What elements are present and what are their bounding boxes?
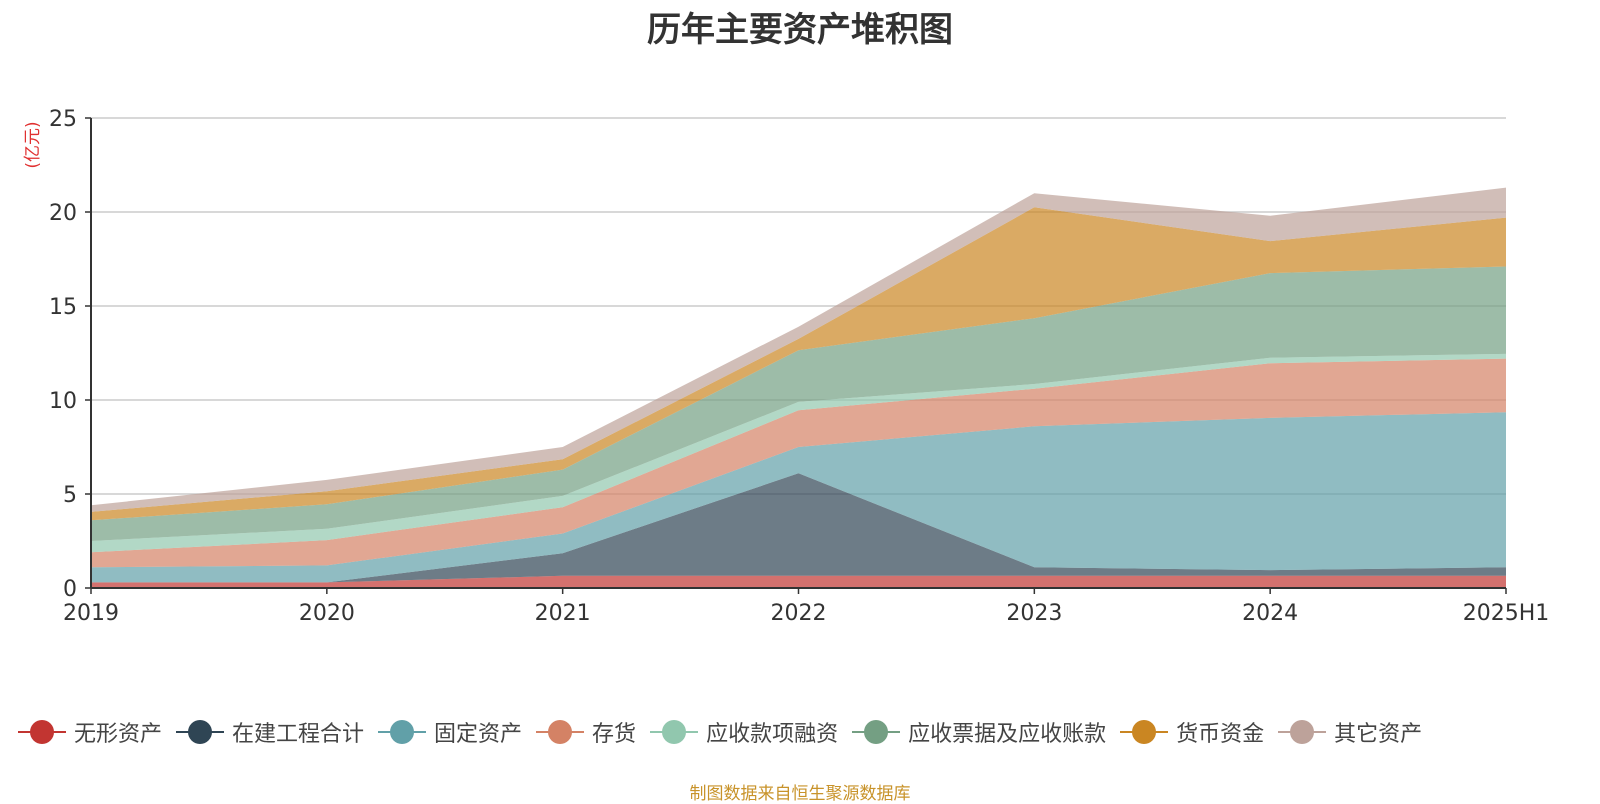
- legend-item[interactable]: 货币资金: [1120, 716, 1264, 748]
- legend-item[interactable]: 在建工程合计: [176, 716, 364, 748]
- y-tick-label: 25: [49, 107, 77, 132]
- x-tick-label: 2024: [1242, 601, 1298, 626]
- x-tick-label: 2019: [63, 601, 119, 626]
- legend-label: 固定资产: [434, 722, 523, 747]
- legend-item[interactable]: 其它资产: [1278, 716, 1422, 748]
- x-tick-label: 2023: [1006, 601, 1062, 626]
- legend-marker-icon: [1278, 720, 1327, 744]
- legend-label: 货币资金: [1176, 722, 1265, 747]
- y-tick-label: 20: [49, 201, 77, 226]
- legend-label: 应收票据及应收账款: [908, 722, 1107, 747]
- y-tick-label: 0: [63, 577, 77, 602]
- legend-marker-icon: [536, 720, 585, 744]
- legend-marker-icon: [18, 720, 66, 744]
- area-series-5: [91, 266, 1506, 541]
- legend-item[interactable]: 存货: [536, 716, 636, 748]
- y-tick-label: 15: [49, 295, 77, 320]
- axes: 0 5 10 15 20 25 2019 2020 2021 2022 2023 2024 2025H1: [49, 107, 1549, 626]
- legend-marker-icon: [176, 720, 225, 744]
- area-series-7: [91, 187, 1506, 512]
- x-tick-label: 2022: [771, 601, 827, 626]
- legend-marker-icon: [852, 720, 901, 744]
- y-tick-label: 10: [49, 389, 77, 414]
- y-axis-label: (亿元): [23, 121, 43, 168]
- legend: 无形资产 在建工程合计 固定资产 存货 应收款项融资 应收票据及应收账款 货币资金 其它资产: [18, 716, 1436, 748]
- x-tick-label: 2025H1: [1463, 601, 1550, 626]
- legend-item[interactable]: 固定资产: [378, 716, 522, 748]
- area-series-0: [91, 575, 1506, 588]
- legend-item[interactable]: 无形资产: [18, 716, 162, 748]
- legend-marker-icon: [1120, 720, 1169, 744]
- legend-label: 无形资产: [74, 722, 163, 747]
- x-tick-label: 2021: [535, 601, 591, 626]
- legend-marker-icon: [378, 720, 427, 744]
- legend-item[interactable]: 应收款项融资: [650, 716, 838, 748]
- area-series-2: [91, 412, 1506, 583]
- chart-title: 历年主要资产堆积图: [647, 10, 953, 50]
- y-tick-label: 5: [63, 483, 77, 508]
- legend-marker-icon: [650, 720, 699, 744]
- legend-label: 应收款项融资: [706, 722, 839, 747]
- data-source-note: 制图数据来自恒生聚源数据库: [689, 784, 911, 804]
- x-tick-label: 2020: [299, 601, 355, 626]
- area-series-6: [91, 207, 1506, 521]
- area-series: [91, 187, 1506, 588]
- area-series-1: [91, 473, 1506, 583]
- legend-label: 存货: [592, 722, 637, 747]
- legend-label: 在建工程合计: [232, 722, 365, 747]
- stacked-area-chart: 0 5 10 15 20 25 2019 2020 2021 2022 2023 2024 2025H1…: [23, 107, 1549, 626]
- area-series-3: [91, 358, 1506, 568]
- legend-label: 其它资产: [1334, 722, 1423, 747]
- legend-item[interactable]: 应收票据及应收账款: [852, 716, 1106, 748]
